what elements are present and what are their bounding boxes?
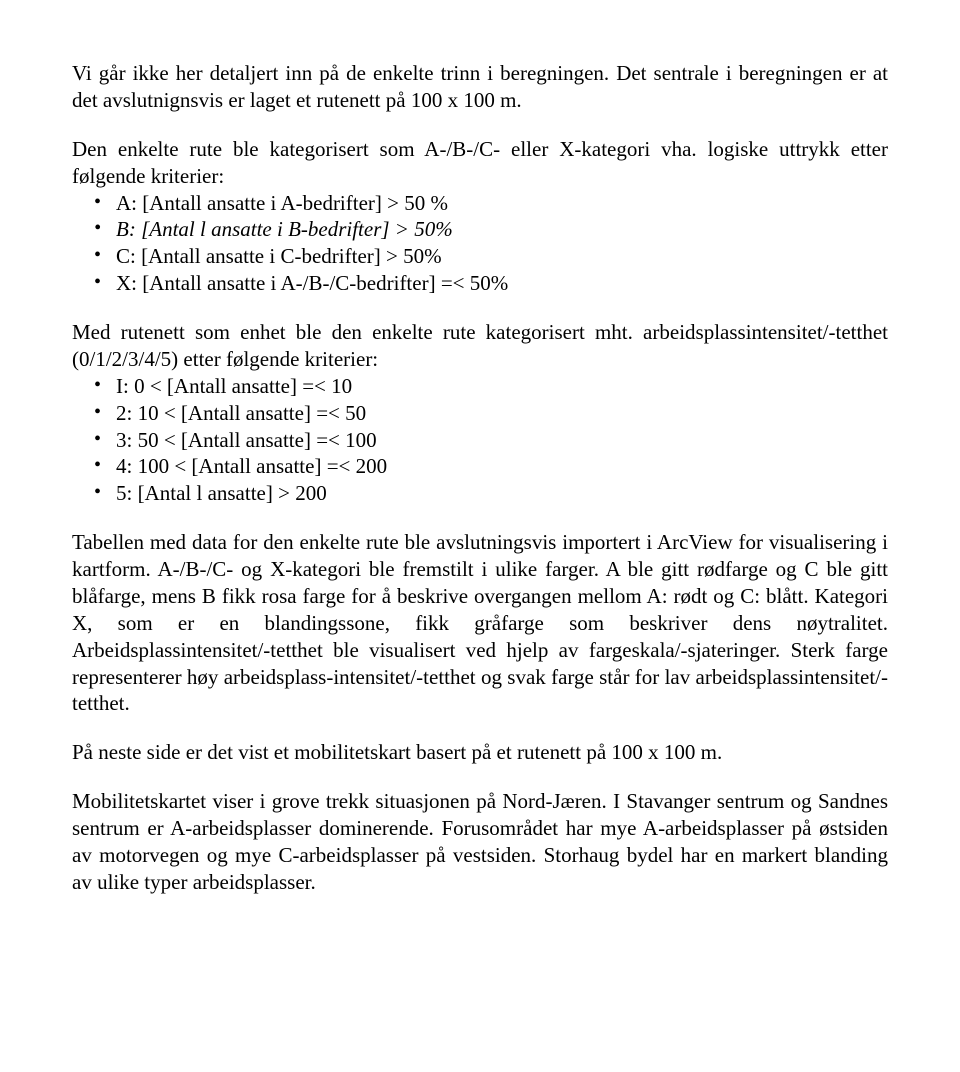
list2-item-5: 5: [Antal l ansatte] > 200: [102, 480, 888, 507]
paragraph-4: Tabellen med data for den enkelte rute b…: [72, 529, 888, 717]
list1-item-b: B: [Antal l ansatte i B-bedrifter] > 50%: [102, 216, 888, 243]
paragraph-2-intro: Den enkelte rute ble kategorisert som A-…: [72, 136, 888, 190]
list1-item-x: X: [Antall ansatte i A-/B-/C-bedrifter] …: [102, 270, 888, 297]
paragraph-3-intro: Med rutenett som enhet ble den enkelte r…: [72, 319, 888, 373]
criteria-list-1: A: [Antall ansatte i A-bedrifter] > 50 %…: [72, 190, 888, 298]
list1-item-a: A: [Antall ansatte i A-bedrifter] > 50 %: [102, 190, 888, 217]
list1-item-c: C: [Antall ansatte i C-bedrifter] > 50%: [102, 243, 888, 270]
list2-item-1: I: 0 < [Antall ansatte] =< 10: [102, 373, 888, 400]
list2-item-4: 4: 100 < [Antall ansatte] =< 200: [102, 453, 888, 480]
paragraph-6: Mobilitetskartet viser i grove trekk sit…: [72, 788, 888, 896]
paragraph-1: Vi går ikke her detaljert inn på de enke…: [72, 60, 888, 114]
list2-item-2: 2: 10 < [Antall ansatte] =< 50: [102, 400, 888, 427]
list2-item-3: 3: 50 < [Antall ansatte] =< 100: [102, 427, 888, 454]
criteria-list-2: I: 0 < [Antall ansatte] =< 10 2: 10 < [A…: [72, 373, 888, 507]
paragraph-5: På neste side er det vist et mobilitetsk…: [72, 739, 888, 766]
